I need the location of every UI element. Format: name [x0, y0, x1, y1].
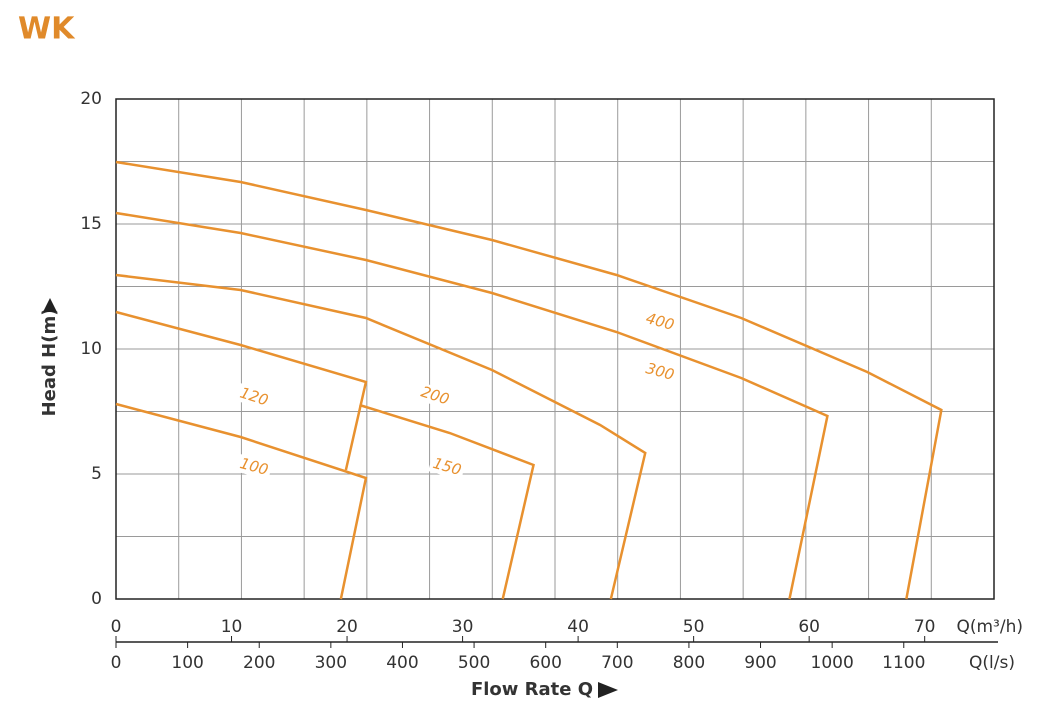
x-tick-label: 0 — [111, 653, 122, 673]
y-tick-label: 10 — [80, 339, 102, 359]
curve-label-bg — [416, 382, 454, 410]
pump-curve — [359, 403, 535, 600]
pump-curve — [115, 160, 943, 600]
curve-label: 120 — [238, 384, 271, 410]
y-tick-label: 20 — [80, 89, 102, 109]
y-axis-arrow — [43, 298, 57, 312]
curve-label: 400 — [644, 309, 676, 334]
curve-label-bg — [235, 453, 273, 481]
curve-label-bg — [428, 453, 466, 481]
x-axis-arrow — [598, 682, 618, 698]
x-tick-label: 300 — [315, 653, 347, 673]
x-tick-label: 600 — [529, 653, 561, 673]
pump-curve — [115, 273, 647, 600]
x2-tick-label: 0 — [111, 617, 122, 637]
x-axis-label: Flow Rate Q — [471, 679, 593, 700]
x-tick-label: 400 — [386, 653, 418, 673]
x-tick-label: 700 — [601, 653, 633, 673]
x2-tick-label: 20 — [336, 617, 358, 637]
x2-tick-label: 10 — [221, 617, 243, 637]
x2-tick-label: 60 — [798, 617, 820, 637]
curve-label-bg — [641, 308, 679, 336]
x2-tick-label: 40 — [567, 617, 589, 637]
pump-curve — [115, 211, 829, 600]
curve-label-bg — [235, 383, 273, 411]
y-tick-label: 0 — [91, 589, 102, 609]
y-tick-label: 5 — [91, 464, 102, 484]
plot-frame — [115, 98, 995, 600]
x2-unit-label: Q(m³/h) — [956, 617, 1023, 637]
x-tick-label: 200 — [243, 653, 275, 673]
x-tick-label: 100 — [171, 653, 203, 673]
chart-title: WK — [18, 12, 76, 47]
x-tick-label: 1100 — [882, 653, 925, 673]
y-axis-label: Head H(m) — [39, 308, 60, 417]
pump-curve — [115, 402, 368, 600]
y-tick-label: 15 — [80, 214, 102, 234]
x-tick-label: 800 — [673, 653, 705, 673]
x2-tick-label: 70 — [914, 617, 936, 637]
x-tick-label: 900 — [744, 653, 776, 673]
curve-label: 150 — [431, 454, 463, 479]
curve-label: 100 — [238, 454, 270, 479]
curve-label: 300 — [644, 359, 676, 384]
x-unit-label: Q(l/s) — [969, 653, 1015, 673]
curve-label-bg — [641, 358, 679, 386]
curve-label: 200 — [419, 383, 452, 409]
x-tick-label: 500 — [458, 653, 490, 673]
x-tick-label: 1000 — [811, 653, 854, 673]
x2-tick-label: 50 — [683, 617, 705, 637]
x2-tick-label: 30 — [452, 617, 474, 637]
pump-curve — [115, 310, 368, 471]
